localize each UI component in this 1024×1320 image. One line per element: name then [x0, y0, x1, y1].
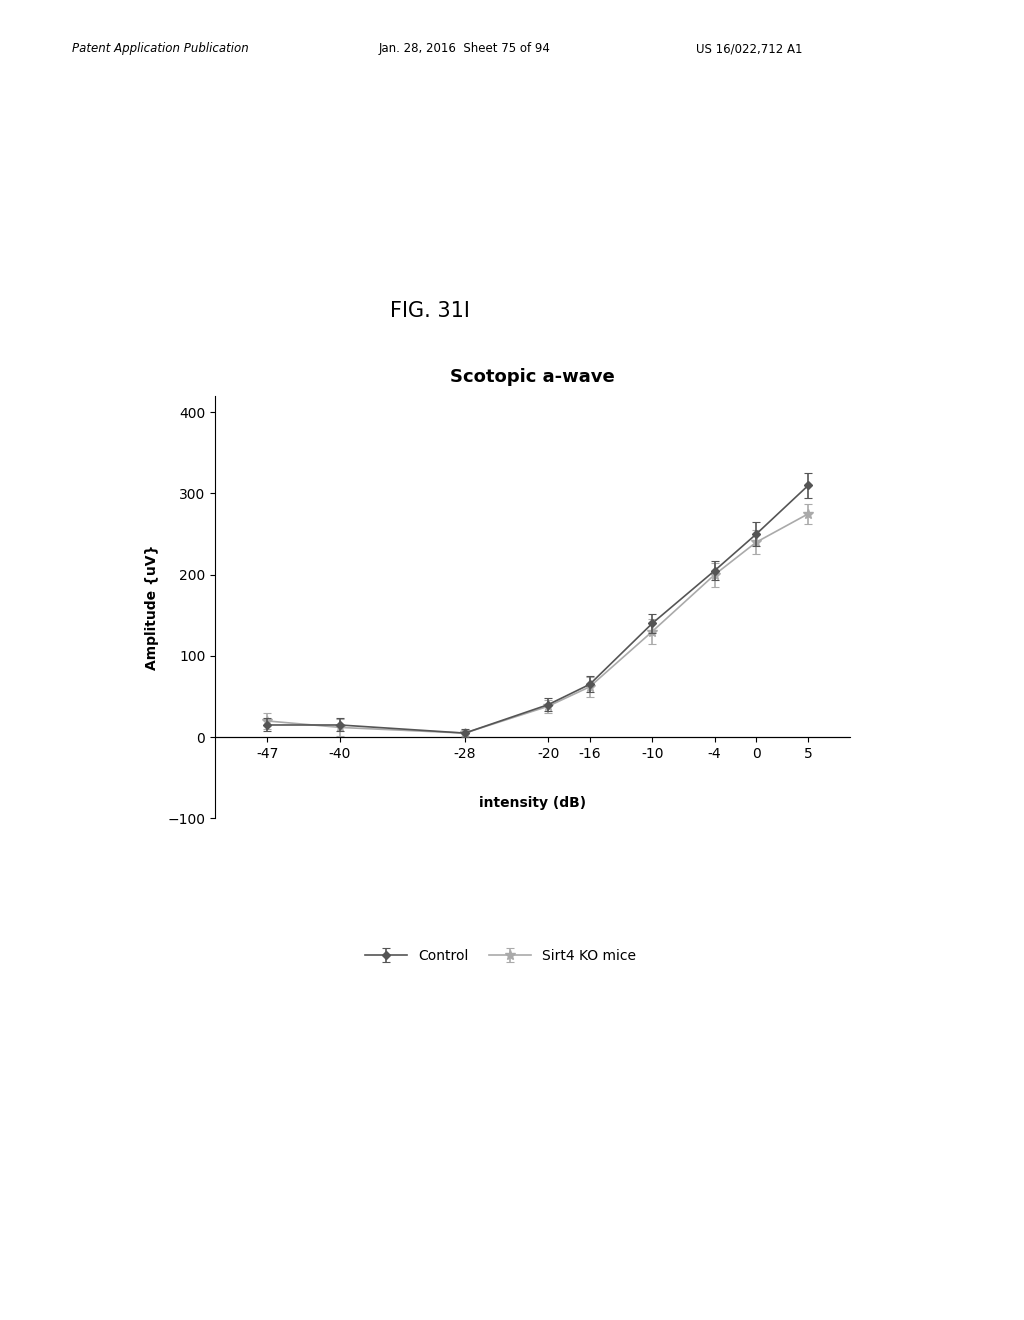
Y-axis label: Amplitude {uV}: Amplitude {uV} [145, 545, 159, 669]
Legend: Control, Sirt4 KO mice: Control, Sirt4 KO mice [359, 944, 642, 969]
Text: US 16/022,712 A1: US 16/022,712 A1 [696, 42, 803, 55]
Text: Patent Application Publication: Patent Application Publication [72, 42, 249, 55]
X-axis label: intensity (dB): intensity (dB) [479, 796, 586, 809]
Title: Scotopic a-wave: Scotopic a-wave [451, 368, 614, 387]
Text: FIG. 31I: FIG. 31I [390, 301, 470, 321]
Text: Jan. 28, 2016  Sheet 75 of 94: Jan. 28, 2016 Sheet 75 of 94 [379, 42, 551, 55]
